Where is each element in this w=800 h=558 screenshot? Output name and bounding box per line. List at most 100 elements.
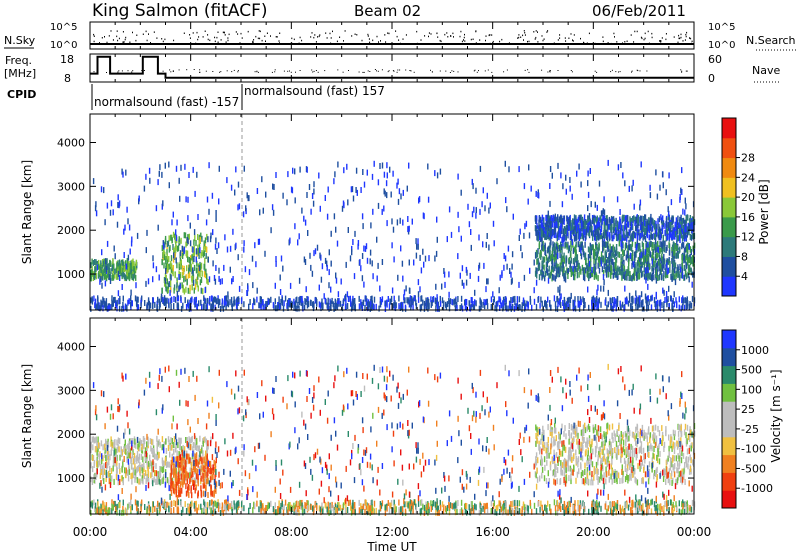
- power-cell-1948: [673, 228, 674, 234]
- power-cell-3736: [304, 257, 305, 263]
- power-cell-2657: [97, 297, 98, 303]
- power-cell-2624: [270, 297, 271, 303]
- nsearch-point-239: [633, 41, 634, 43]
- power-cell-3519: [275, 172, 276, 178]
- power-cell-2115: [542, 216, 543, 222]
- velocity-cell-211: [178, 438, 179, 444]
- power-cell-3852: [273, 184, 274, 190]
- power-cell-2625: [260, 304, 261, 310]
- nsearch-point-224: [117, 40, 118, 42]
- power-cell-3096: [312, 302, 313, 308]
- power-cell-3367: [245, 205, 246, 211]
- power-cell-3882: [248, 195, 249, 201]
- power-cell-3198: [560, 293, 561, 299]
- power-cell-3157: [248, 304, 249, 310]
- velocity-cell-331: [122, 462, 123, 468]
- power-cell-2931: [219, 299, 220, 305]
- power-cell-2858: [622, 302, 623, 308]
- nsearch-point-9: [691, 43, 692, 45]
- power-cell-219: [95, 259, 96, 265]
- velocity-cell-185: [113, 479, 114, 485]
- power-cell-3679: [462, 280, 463, 286]
- power-cell-450: [180, 238, 181, 244]
- power-cell-2222: [675, 231, 676, 237]
- power-cell-3394: [645, 278, 646, 284]
- power-cell-3238: [475, 188, 476, 194]
- nsearch-point-46: [444, 34, 445, 36]
- power-cell-3416: [376, 237, 377, 243]
- power-cell-3332: [619, 209, 620, 215]
- velocity-cell-360: [150, 472, 151, 478]
- power-cell-3191: [372, 209, 373, 215]
- power-cell-2262: [563, 228, 564, 234]
- power-cell-1888: [649, 234, 650, 240]
- power-cell-1107: [548, 246, 549, 252]
- power-cell-3803: [528, 164, 529, 170]
- power-cell-3377: [469, 221, 470, 227]
- power-cell-3590: [428, 255, 429, 261]
- power-cell-1394: [563, 262, 564, 268]
- power-cell-1364: [574, 274, 575, 280]
- power-cell-3287: [618, 164, 619, 170]
- power-cell-3011: [238, 296, 239, 302]
- power-cell-3846: [513, 214, 514, 220]
- power-cell-3793: [137, 233, 138, 239]
- power-cell-3000: [111, 300, 112, 306]
- power-cell-2094: [558, 234, 559, 240]
- power-cell-1287: [636, 272, 637, 278]
- power-cell-2254: [644, 220, 645, 226]
- power-cell-3187: [95, 299, 96, 305]
- power-cell-1263: [626, 255, 627, 261]
- colorbar-tick-label-5: 24: [741, 171, 755, 184]
- power-cell-3255: [329, 269, 330, 275]
- power-cell-454: [207, 279, 208, 285]
- power-cell-3099: [228, 301, 229, 307]
- velocity-cell-487: [199, 445, 200, 451]
- nave-point-83: [450, 72, 451, 73]
- power-cell-3046: [231, 297, 232, 303]
- nsearch-point-136: [460, 31, 461, 33]
- power-cell-3649: [187, 215, 188, 221]
- power-cell-3721: [597, 285, 598, 291]
- nsearch-point-69: [535, 37, 536, 39]
- power-cell-407: [204, 250, 205, 256]
- nave-trace: [94, 69, 688, 73]
- power-cell-3020: [566, 304, 567, 310]
- power-cell-2120: [583, 221, 584, 227]
- nave-point-106: [170, 71, 171, 72]
- power-cell-3533: [169, 182, 170, 188]
- power-cell-858: [671, 258, 672, 264]
- power-cell-3341: [218, 268, 219, 274]
- power-cell-3878: [655, 238, 656, 244]
- power-cell-3180: [226, 295, 227, 301]
- power-cell-1325: [581, 253, 582, 259]
- nave-point-75: [640, 70, 641, 71]
- nsearch-point-45: [662, 37, 663, 39]
- power-cell-2921: [626, 298, 627, 304]
- power-cell-3358: [608, 290, 609, 296]
- velocity-cell-499: [138, 457, 139, 463]
- nave-point-95: [316, 70, 317, 71]
- power-cell-3372: [466, 280, 467, 286]
- nsearch-point-229: [536, 30, 537, 32]
- nsearch-point-115: [136, 35, 137, 37]
- power-cell-3310: [313, 201, 314, 207]
- power-cell-3286: [620, 162, 621, 168]
- nave-point-18: [458, 71, 459, 72]
- nave-point-65: [507, 70, 508, 71]
- power-cell-3344: [337, 162, 338, 168]
- power-cell-3747: [471, 245, 472, 251]
- power-cell-3746: [176, 257, 177, 263]
- power-cell-3741: [415, 238, 416, 244]
- power-cell-3342: [374, 161, 375, 167]
- power-cell-3131: [480, 304, 481, 310]
- power-cell-3797: [674, 291, 675, 297]
- power-cell-3305: [591, 201, 592, 207]
- power-cell-2273: [567, 230, 568, 236]
- power-cell-2263: [609, 233, 610, 239]
- power-cell-2181: [645, 236, 646, 242]
- power-cell-3798: [299, 278, 300, 284]
- power-cell-2226: [618, 223, 619, 229]
- power-cell-536: [641, 272, 642, 278]
- power-cell-190: [110, 268, 111, 274]
